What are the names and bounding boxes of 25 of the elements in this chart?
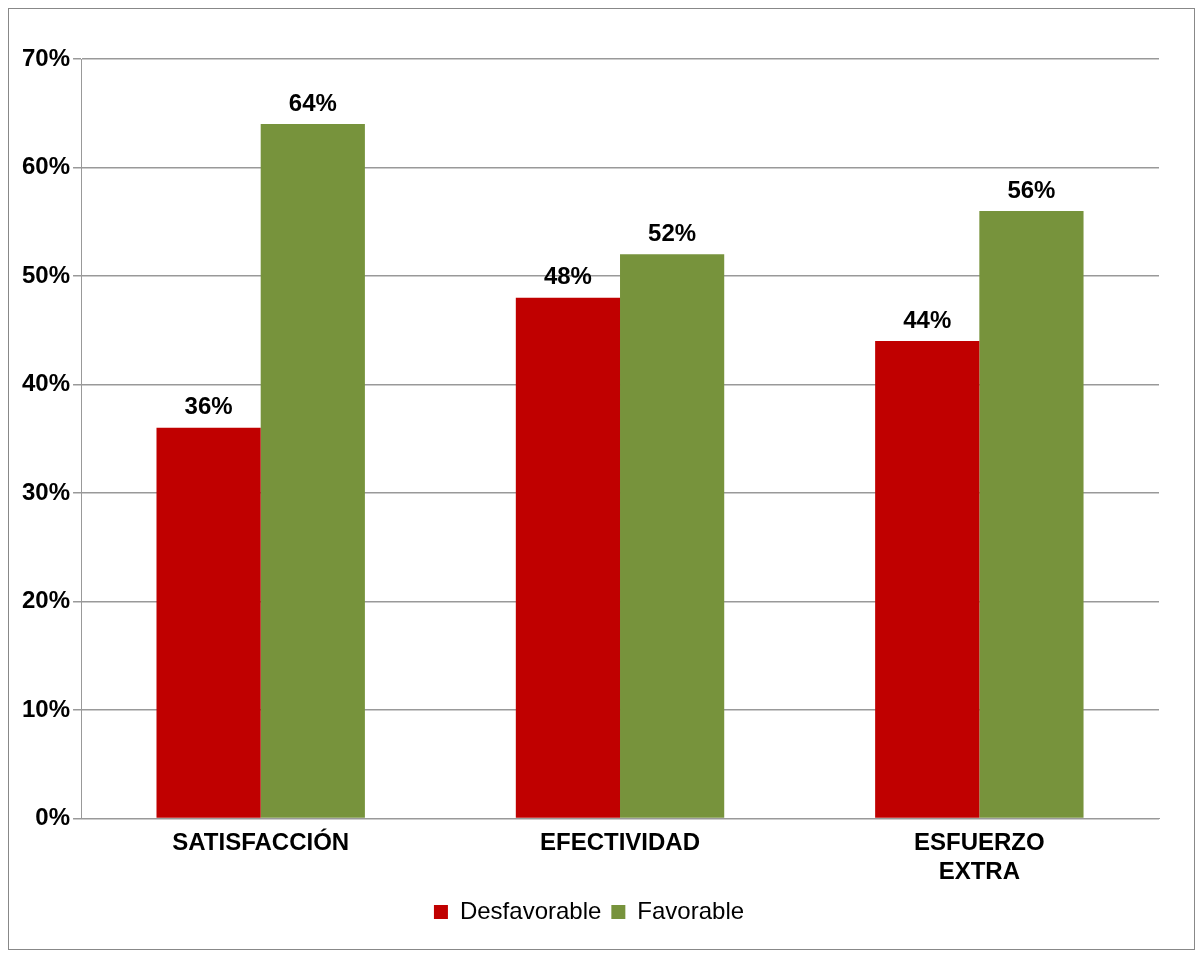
y-tick-label: 30% — [21, 477, 71, 505]
y-tick-label: 40% — [21, 369, 71, 397]
legend-label: Favorable — [637, 896, 745, 924]
bar — [260, 124, 365, 818]
bar — [156, 427, 261, 818]
bar — [875, 341, 980, 818]
y-tick-label: 0% — [35, 803, 71, 831]
y-tick-label: 20% — [21, 586, 71, 614]
data-label: 44% — [903, 305, 952, 333]
legend-label: Desfavorable — [459, 896, 602, 924]
x-tick-label: ESFUERZO EXTRA — [914, 828, 1045, 885]
bar — [515, 297, 621, 818]
bar — [620, 254, 725, 818]
x-tick-label: SATISFACCIÓN — [172, 828, 350, 856]
y-tick-label: 10% — [21, 694, 71, 722]
data-label: 56% — [1007, 175, 1056, 203]
y-tick-label: 70% — [21, 43, 71, 71]
data-label: 36% — [184, 392, 233, 420]
data-label: 52% — [648, 218, 697, 246]
x-tick-label: EFECTIVIDAD — [540, 828, 701, 856]
data-label: 48% — [543, 262, 592, 290]
y-tick-label: 60% — [21, 152, 71, 180]
bar — [979, 210, 1084, 818]
data-label: 64% — [288, 88, 337, 116]
y-tick-label: 50% — [21, 260, 71, 288]
